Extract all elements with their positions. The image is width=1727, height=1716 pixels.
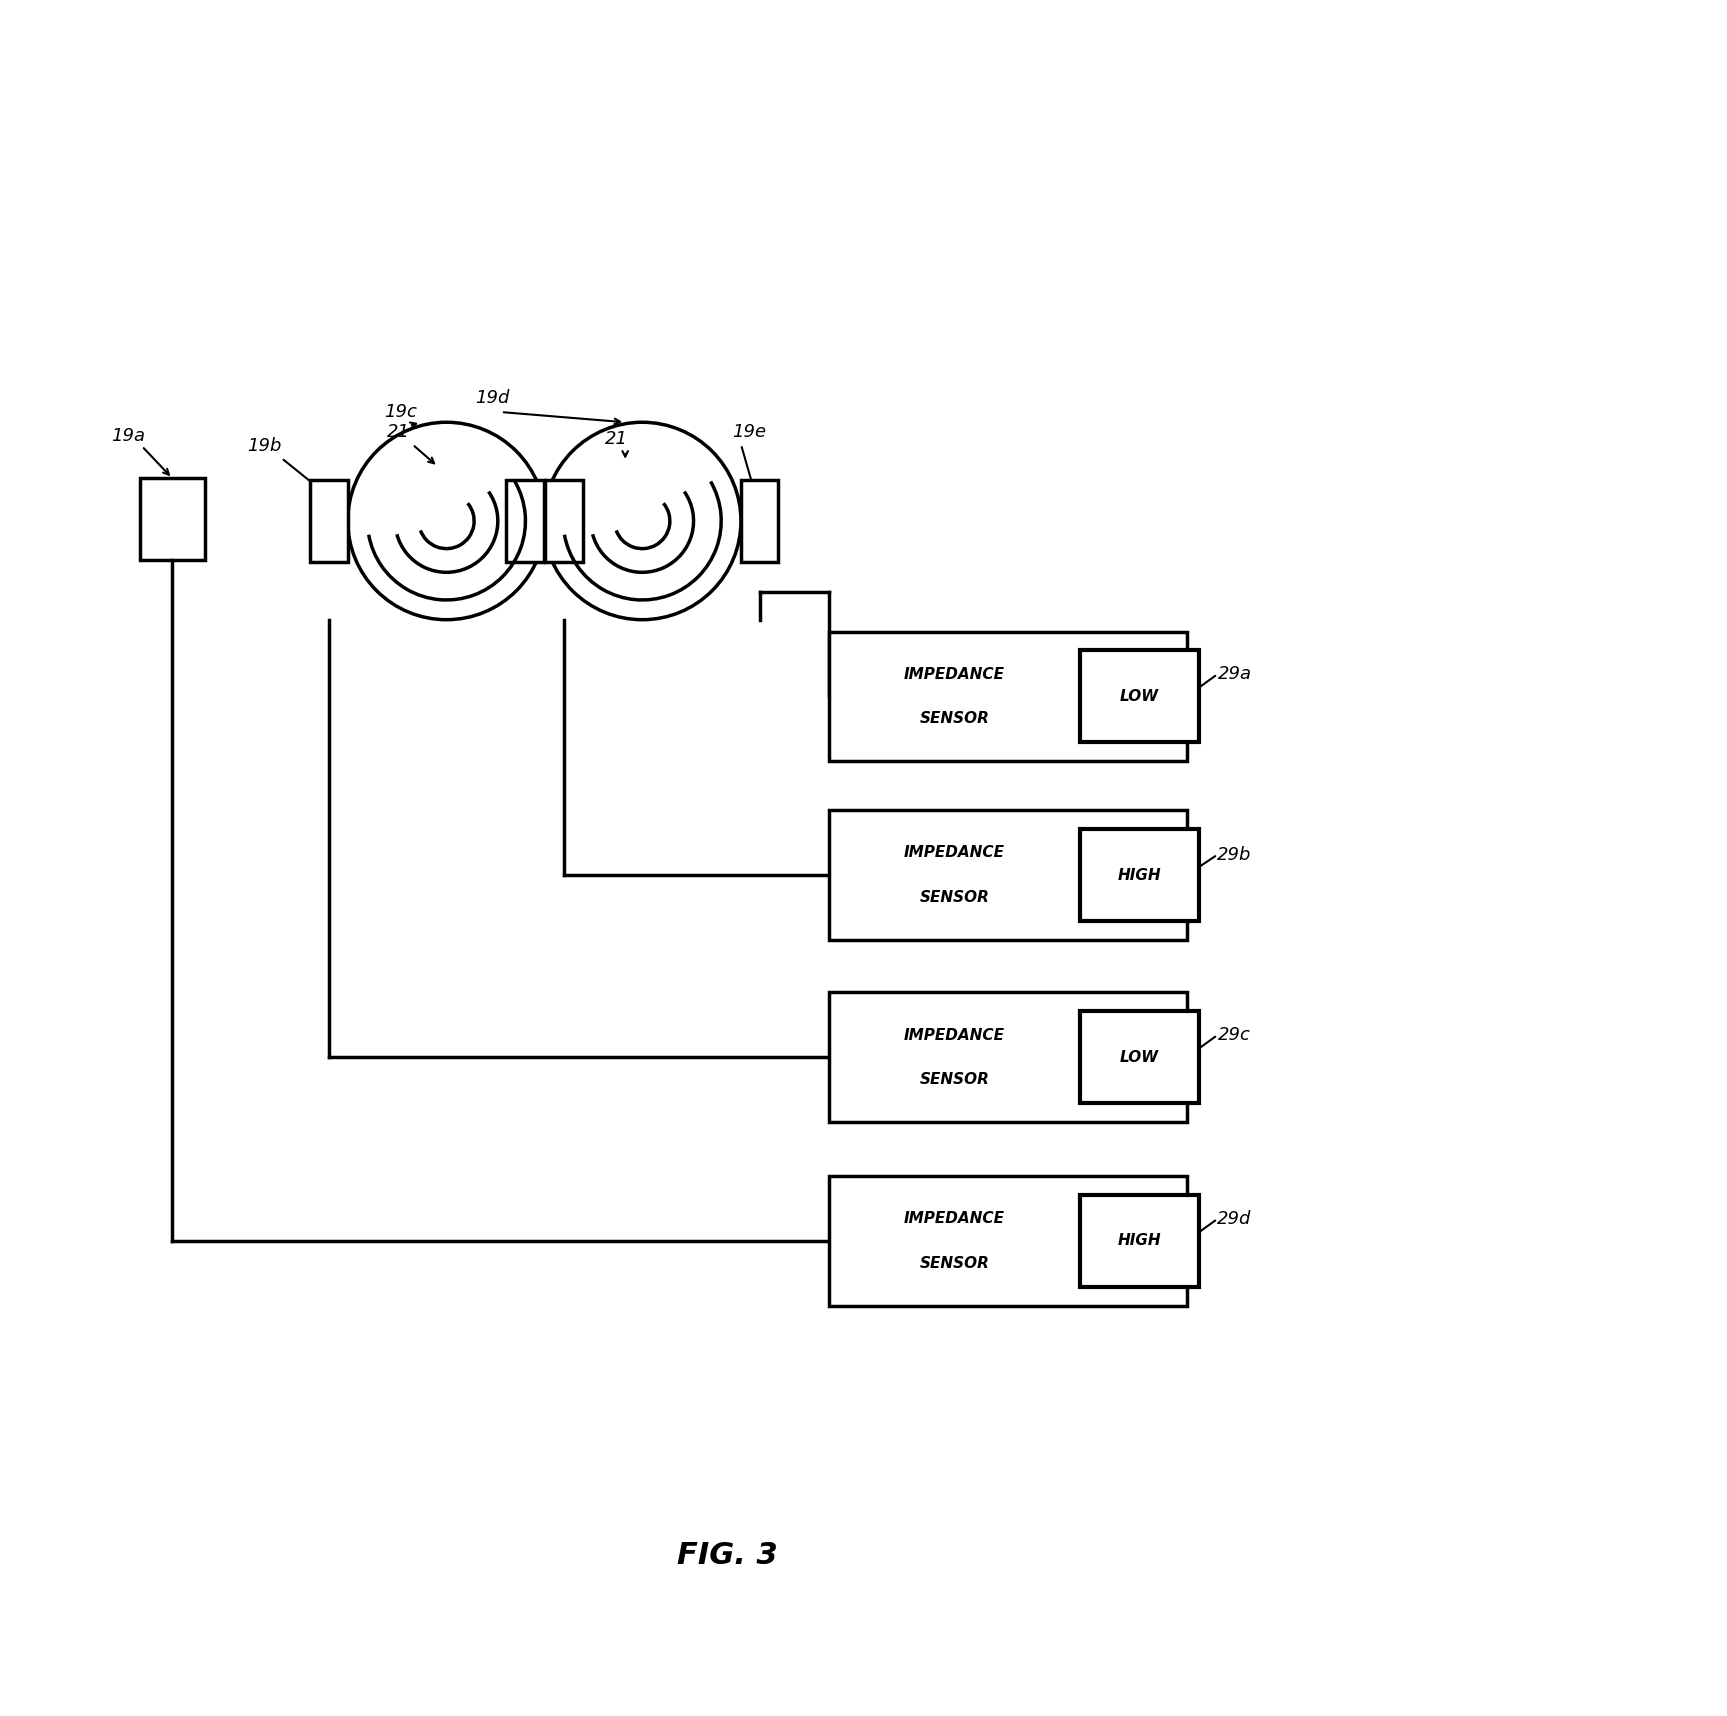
Bar [829, 1175, 1186, 1306]
Bar [1079, 1194, 1199, 1287]
Text: IMPEDANCE: IMPEDANCE [903, 1028, 1005, 1043]
Text: LOW: LOW [1119, 688, 1159, 704]
Text: 21: 21 [387, 424, 411, 441]
Text: FIG. 3: FIG. 3 [677, 1541, 777, 1570]
Text: 19a: 19a [111, 427, 145, 444]
Bar [741, 480, 779, 561]
Bar [829, 992, 1186, 1122]
Text: SENSOR: SENSOR [919, 710, 990, 726]
Bar [506, 480, 544, 561]
Circle shape [544, 422, 741, 619]
Text: HIGH: HIGH [1117, 868, 1161, 882]
Text: 29c: 29c [1218, 1026, 1250, 1043]
Bar [546, 480, 582, 561]
Bar [140, 479, 206, 559]
Text: SENSOR: SENSOR [919, 1072, 990, 1086]
Bar [1079, 1011, 1199, 1103]
Bar [1079, 829, 1199, 921]
Bar [311, 480, 347, 561]
Text: IMPEDANCE: IMPEDANCE [903, 668, 1005, 681]
Circle shape [347, 422, 546, 619]
Text: 29a: 29a [1218, 666, 1252, 683]
Text: SENSOR: SENSOR [919, 1256, 990, 1270]
Text: 19b: 19b [247, 438, 282, 455]
Text: IMPEDANCE: IMPEDANCE [903, 846, 1005, 860]
Bar [1079, 650, 1199, 743]
Text: LOW: LOW [1119, 1050, 1159, 1064]
Bar [829, 810, 1186, 940]
Text: HIGH: HIGH [1117, 1234, 1161, 1249]
Text: 19d: 19d [475, 390, 509, 407]
Text: 29d: 29d [1218, 1210, 1252, 1229]
Text: IMPEDANCE: IMPEDANCE [903, 1211, 1005, 1227]
Text: 19e: 19e [732, 424, 767, 441]
Text: 19c: 19c [383, 403, 416, 420]
Text: 21: 21 [604, 431, 629, 448]
Text: SENSOR: SENSOR [919, 889, 990, 904]
Bar [829, 631, 1186, 760]
Text: 29b: 29b [1218, 846, 1252, 863]
